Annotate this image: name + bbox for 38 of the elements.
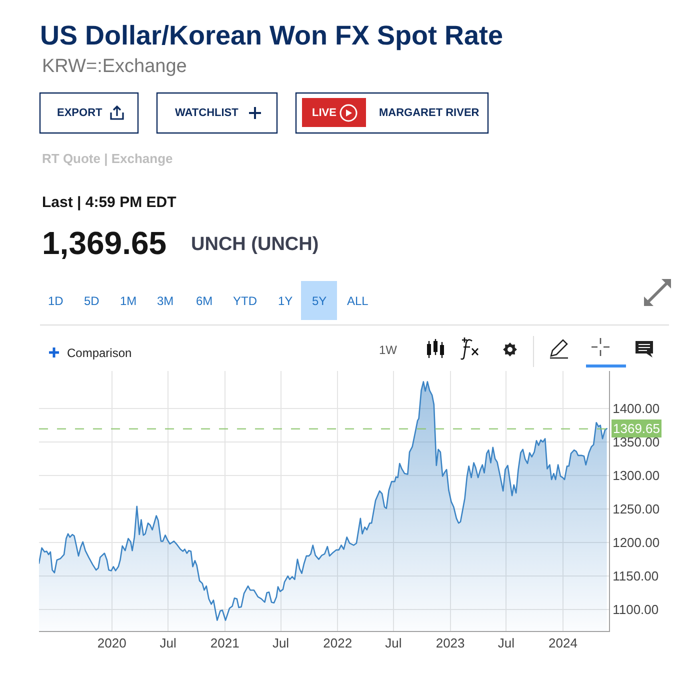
chart-title: US Dollar/Korean Won FX Spot Rate (40, 20, 504, 50)
x-tick-label: Jul (272, 636, 290, 651)
y-tick-label: 1400.00 (612, 401, 660, 416)
x-tick-label: 2024 (548, 636, 578, 651)
y-tick-label: 1200.00 (612, 535, 660, 550)
text: 1M (120, 294, 137, 308)
x-tick-label: Jul (160, 636, 176, 651)
ref-line-label: 1369.65 (613, 421, 660, 436)
y-tick-label: 1250.00 (612, 502, 660, 517)
text: Comparison (67, 346, 132, 360)
text: WATCHLIST (175, 107, 239, 119)
x-tick-label: Jul (498, 636, 515, 651)
text: RT Quote | Exchange (42, 151, 173, 166)
text: UNCH (UNCH) (191, 234, 319, 255)
text: YTD (233, 294, 258, 308)
text: Last | 4:59 PM EDT (42, 194, 176, 211)
text: 1D (48, 294, 64, 308)
text: 6M (196, 294, 213, 308)
x-tick-label: Jul (385, 636, 402, 651)
text: 1W (379, 343, 398, 357)
text: EXPORT (57, 107, 103, 119)
y-tick-label: 1350.00 (612, 434, 660, 450)
text: 5Y (312, 294, 327, 308)
x-tick-label: 2022 (323, 636, 352, 651)
chart-subtitle: KRW=:Exchange (42, 56, 187, 77)
y-tick-label: 1100.00 (612, 602, 659, 618)
x-tick-label: 2023 (436, 636, 465, 651)
text: MARGARET RIVER (379, 107, 480, 119)
y-tick-label: 1150.00 (612, 568, 659, 584)
text: 1Y (278, 294, 293, 308)
x-tick-label: 2020 (97, 636, 126, 651)
text: 5D (84, 294, 100, 308)
text: 3M (157, 294, 174, 308)
text: LIVE (312, 107, 336, 119)
text: 1,369.65 (42, 225, 167, 261)
y-tick-label: 1300.00 (612, 468, 660, 484)
text: ALL (347, 294, 369, 308)
x-tick-label: 2021 (210, 636, 240, 651)
